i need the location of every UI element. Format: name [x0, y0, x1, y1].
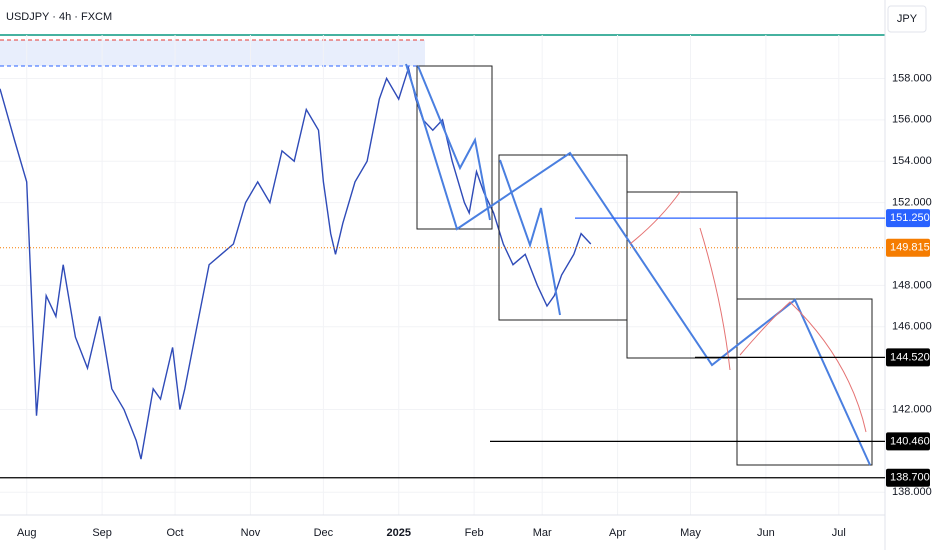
price-axis — [885, 0, 932, 550]
projection — [417, 65, 491, 221]
box — [416, 65, 493, 230]
x-tick-label: 2025 — [386, 527, 410, 539]
curve — [699, 227, 731, 371]
price-badge-label: 138.700 — [890, 472, 930, 484]
price-badge — [886, 348, 930, 367]
y-tick-label: 156.000 — [892, 114, 932, 126]
x-tick-label: Jun — [757, 527, 775, 539]
x-tick-label: Mar — [533, 527, 552, 539]
price-badge — [886, 238, 930, 257]
x-tick-label: Aug — [17, 527, 37, 539]
projection — [405, 63, 871, 466]
price-badge — [886, 468, 930, 487]
drawings — [405, 63, 873, 466]
y-tick-label: 152.000 — [892, 196, 932, 208]
currency[interactable]: JPY — [897, 13, 918, 25]
x-tick-label: Oct — [166, 527, 183, 539]
currency-button[interactable] — [887, 5, 927, 33]
zone — [0, 40, 425, 66]
price-badge-label: 151.250 — [890, 212, 930, 224]
x-tick-label: Jul — [832, 527, 846, 539]
price-badge — [886, 209, 930, 228]
price-line — [0, 65, 592, 460]
x-tick-label: Dec — [314, 527, 334, 539]
y-tick-label: 148.000 — [892, 279, 932, 291]
price-badge-label: 149.815 — [890, 242, 930, 254]
price-badge — [886, 432, 930, 451]
y-tick-label: 142.000 — [892, 403, 932, 415]
price-badge-label: 144.520 — [890, 351, 930, 363]
projection — [499, 159, 561, 316]
x-tick-label: Feb — [465, 527, 484, 539]
y-tick-label: 138.000 — [892, 486, 932, 498]
curve — [739, 301, 867, 433]
y-tick-label: 146.000 — [892, 321, 932, 333]
curve — [629, 191, 681, 245]
plot-area — [0, 34, 932, 67]
x-tick-label: Apr — [609, 527, 626, 539]
x-tick-label: Sep — [92, 527, 112, 539]
y-tick-label: 154.000 — [892, 155, 932, 167]
symbol-title: USDJPY · 4h · FXCM — [6, 11, 112, 23]
box — [626, 191, 738, 359]
x-tick-label: May — [680, 527, 701, 539]
box — [736, 298, 873, 466]
y-tick-label: 158.000 — [892, 72, 932, 84]
price-badge-label: 140.460 — [890, 435, 930, 447]
x-tick-label: Nov — [241, 527, 261, 539]
